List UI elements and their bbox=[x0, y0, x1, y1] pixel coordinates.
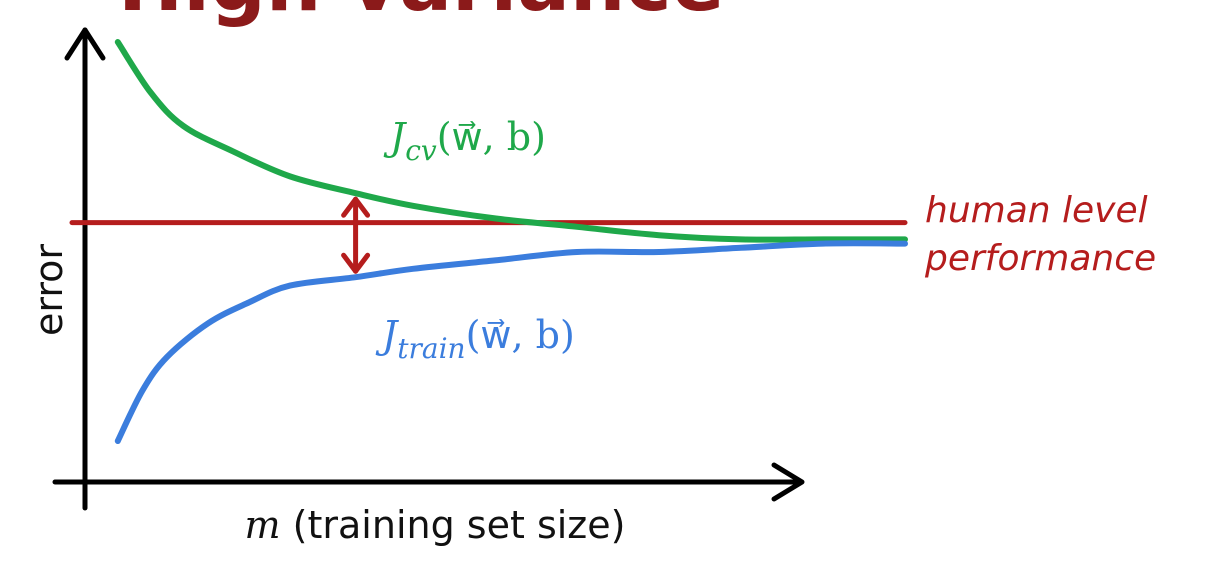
human-level-label-line2: performance bbox=[924, 238, 1156, 279]
cv-label-args: (w⃗, b) bbox=[437, 115, 546, 159]
y-axis-label: error bbox=[27, 244, 71, 336]
cv-error-curve bbox=[114, 39, 908, 243]
cv-label-sub: cv bbox=[405, 134, 437, 167]
x-axis-label-text: (training set size) bbox=[281, 503, 626, 547]
title-fragment: High variance bbox=[118, 0, 725, 29]
cv-label-j: J bbox=[383, 115, 407, 159]
cv-curve-label: Jcv(w⃗, b) bbox=[383, 115, 546, 167]
train-error-curve bbox=[114, 240, 908, 444]
gap-arrow-head-top bbox=[341, 196, 371, 218]
x-axis-label: m (training set size) bbox=[245, 503, 626, 547]
x-axis-label-variable: m bbox=[245, 503, 281, 547]
human-level-label-line1: human level bbox=[925, 190, 1148, 231]
train-label-j: J bbox=[375, 313, 399, 357]
train-curve-label: Jtrain(w⃗, b) bbox=[375, 313, 575, 365]
gap-arrow-head-bottom bbox=[341, 252, 371, 274]
y-axis-arrowhead bbox=[64, 27, 106, 61]
x-axis-arrowhead bbox=[771, 462, 805, 502]
train-label-args: (w⃗, b) bbox=[466, 313, 575, 357]
train-label-sub: train bbox=[397, 332, 465, 365]
